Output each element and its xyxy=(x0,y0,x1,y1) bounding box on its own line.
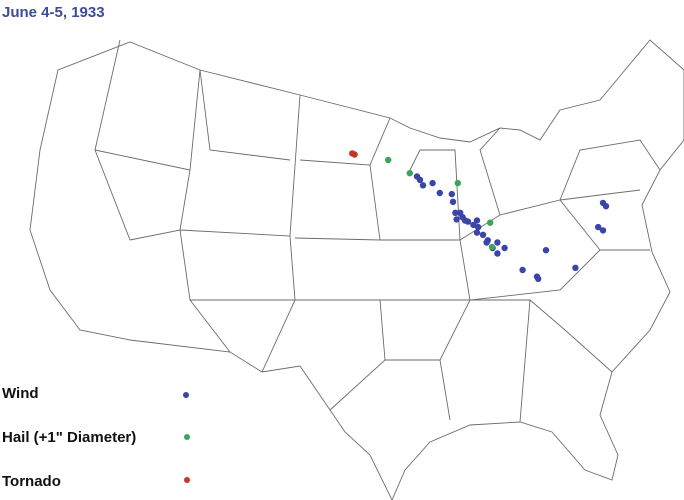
map-title: June 4-5, 1933 xyxy=(2,4,105,21)
wind-report-marker xyxy=(453,216,460,223)
tornado-report-marker xyxy=(351,151,358,158)
wind-report-marker xyxy=(475,223,482,231)
state-lines xyxy=(94,39,661,423)
hail-report-marker xyxy=(454,179,461,187)
legend-label-tornado: Tornado xyxy=(2,473,61,490)
wind-report-marker xyxy=(473,229,481,236)
wind-report-marker xyxy=(572,264,579,271)
wind-report-marker xyxy=(602,203,610,210)
legend-label-hail: Hail (+1" Diameter) xyxy=(2,429,137,446)
wind-report-marker xyxy=(436,189,443,197)
hail-report-marker xyxy=(487,219,494,226)
wind-report-marker xyxy=(535,275,542,282)
hail-report-marker xyxy=(385,156,392,164)
wind-report-marker xyxy=(479,231,487,238)
wind-report-marker xyxy=(419,182,427,189)
legend-dot-tornado xyxy=(184,477,190,483)
wind-report-marker xyxy=(494,250,501,257)
wind-report-marker xyxy=(449,198,457,205)
hail-report-marker xyxy=(488,243,496,251)
hail-report-marker xyxy=(406,170,413,177)
wind-report-marker xyxy=(595,223,602,231)
report-markers xyxy=(349,150,610,282)
wind-report-marker xyxy=(501,244,508,252)
legend-dot-hail xyxy=(184,434,190,440)
wind-report-marker xyxy=(599,227,607,234)
wind-report-marker xyxy=(416,176,424,183)
wind-report-marker xyxy=(473,217,481,224)
wind-report-marker xyxy=(464,218,472,225)
legend-label-wind: Wind xyxy=(2,385,39,402)
wind-report-marker xyxy=(483,239,490,246)
state-boundaries xyxy=(29,39,684,500)
wind-report-marker xyxy=(429,179,436,187)
wind-report-marker xyxy=(494,239,501,246)
wind-report-marker xyxy=(519,266,526,274)
legend-dot-wind xyxy=(183,392,189,398)
wind-report-marker xyxy=(452,209,459,216)
wind-report-marker xyxy=(470,221,477,229)
wind-report-marker xyxy=(542,247,550,254)
wind-report-marker xyxy=(448,190,455,198)
